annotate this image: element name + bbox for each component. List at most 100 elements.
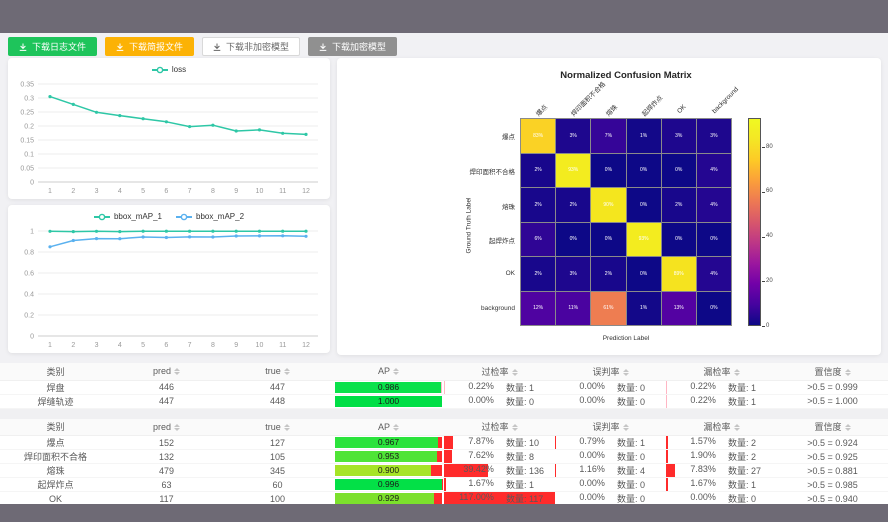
- cell-confidence: >0.5 = 0.999: [777, 380, 888, 395]
- column-header[interactable]: 过检率: [444, 418, 555, 436]
- matrix-cell: 0%: [591, 222, 626, 256]
- column-header[interactable]: 过检率: [444, 363, 555, 381]
- cell-ap: 0.900: [333, 463, 444, 478]
- svg-text:0.4: 0.4: [24, 292, 34, 299]
- table-row[interactable]: 焊缝轨迹 447 448 1.000 0.00% 数量: 0 0.00% 数量: 0 0.22%…: [0, 394, 888, 409]
- button-label: 下载非加密模型: [226, 42, 290, 52]
- matrix-cell: 1%: [626, 291, 661, 325]
- cell-pred: 152: [111, 435, 222, 450]
- svg-text:5: 5: [141, 342, 145, 349]
- download-toolbar: 下载日志文件 下载简报文件 下载非加密模型 下载加密模型: [8, 37, 398, 56]
- matrix-cell: 0%: [696, 291, 731, 325]
- column-header[interactable]: 漏检率: [666, 363, 777, 381]
- svg-text:2: 2: [71, 342, 75, 349]
- map-chart-legend: bbox_mAP_1 bbox_mAP_2: [8, 212, 330, 221]
- column-header[interactable]: pred: [111, 418, 222, 436]
- legend-item-bbox_mAP_2[interactable]: bbox_mAP_2: [176, 212, 244, 221]
- matrix-cell: 0%: [661, 153, 696, 187]
- svg-text:8: 8: [211, 342, 215, 349]
- cell-misjudge-rate: 1.16% 数量: 4: [555, 463, 666, 478]
- table-row[interactable]: 起焊炸点 63 60 0.996 1.67% 数量: 1 0.00% 数量: 0 1.67% 数量…: [0, 477, 888, 492]
- download-plain-model-button[interactable]: 下载非加密模型: [202, 37, 301, 56]
- legend-item-loss[interactable]: loss: [151, 65, 187, 74]
- svg-text:1: 1: [30, 229, 34, 236]
- loss-chart-card: loss 0 0.05 0.1 0.15 0.2 0.25 0.3 0.35 1 2 3 4 5 6 7 8 9…: [8, 58, 330, 199]
- matrix-cell: 3%: [661, 119, 696, 153]
- cm-row-label: background: [481, 304, 515, 312]
- svg-text:0.15: 0.15: [20, 138, 34, 145]
- matrix-cell: 89%: [661, 257, 696, 291]
- matrix-cell: 2%: [661, 188, 696, 222]
- cell-overdetect-rate: 0.22% 数量: 1: [444, 380, 555, 395]
- sort-icon: [174, 423, 180, 431]
- cm-column-label: OK: [676, 103, 688, 115]
- matrix-cell: 0%: [626, 188, 661, 222]
- svg-text:3: 3: [95, 342, 99, 349]
- legend-label: loss: [171, 65, 187, 74]
- legend-item-bbox_mAP_1[interactable]: bbox_mAP_1: [93, 212, 162, 221]
- cell-confidence: >0.5 = 0.881: [777, 463, 888, 478]
- table-row[interactable]: 焊印面积不合格 132 105 0.953 7.62% 数量: 8 0.00% 数量: 0 1.…: [0, 449, 888, 464]
- matrix-cell: 4%: [696, 188, 731, 222]
- matrix-cell: 3%: [556, 119, 591, 153]
- legend-line-icon: [176, 213, 192, 220]
- column-header[interactable]: 误判率: [555, 363, 666, 381]
- cell-misjudge-rate: 0.00% 数量: 0: [555, 394, 666, 409]
- cell-confidence: >0.5 = 0.985: [777, 477, 888, 492]
- matrix-cell: 4%: [696, 153, 731, 187]
- svg-text:9: 9: [234, 188, 238, 195]
- confusion-matrix-title: Normalized Confusion Matrix: [560, 70, 692, 81]
- cm-row-label: 爆点: [502, 134, 515, 142]
- download-report-button[interactable]: 下载简报文件: [105, 37, 195, 56]
- matrix-cell: 2%: [521, 153, 556, 187]
- column-header[interactable]: 误判率: [555, 418, 666, 436]
- svg-text:4: 4: [118, 342, 122, 349]
- table-row[interactable]: 爆点 152 127 0.967 7.87% 数量: 10 0.79% 数量: 1 1.57% 数…: [0, 435, 888, 450]
- cell-overdetect-rate: 7.87% 数量: 10: [444, 435, 555, 450]
- sort-icon: [733, 368, 740, 376]
- cm-column-label: 起焊炸点: [640, 94, 665, 118]
- colorbar-tick-label: 20: [766, 277, 773, 284]
- table-row[interactable]: 焊盘 446 447 0.986 0.22% 数量: 1 0.00% 数量: 0 0.22% 数量…: [0, 380, 888, 395]
- cell-overdetect-rate: 7.62% 数量: 8: [444, 449, 555, 464]
- svg-text:2: 2: [71, 188, 75, 195]
- cell-miss-rate: 0.22% 数量: 1: [666, 380, 777, 395]
- cell-true: 127: [222, 435, 333, 450]
- confusion-matrix-card: Normalized Confusion Matrix 83% 3% 7% 1% 3% 3…: [337, 58, 881, 355]
- download-encrypted-model-button[interactable]: 下载加密模型: [308, 37, 398, 56]
- column-header[interactable]: true: [222, 363, 333, 381]
- column-header[interactable]: AP: [333, 418, 444, 436]
- download-log-button[interactable]: 下载日志文件: [8, 37, 98, 56]
- cell-category: 焊盘: [0, 380, 111, 395]
- matrix-cell: 2%: [521, 188, 556, 222]
- loss-chart-legend: loss: [8, 65, 330, 74]
- cell-misjudge-rate: 0.00% 数量: 0: [555, 380, 666, 395]
- svg-text:0.05: 0.05: [20, 166, 34, 173]
- matrix-cell: 0%: [661, 222, 696, 256]
- cm-x-axis-label: Prediction Label: [602, 335, 650, 342]
- column-header[interactable]: 置信度: [777, 363, 888, 381]
- cell-category: 爆点: [0, 435, 111, 450]
- bottom-bar: [0, 504, 888, 522]
- sort-icon: [733, 424, 740, 432]
- cell-overdetect-rate: 117.00% 数量: 117: [444, 491, 555, 506]
- svg-text:10: 10: [256, 188, 264, 195]
- download-icon: [319, 43, 327, 51]
- summary-table-1: 类别 pred true AP 过检率 误判率 漏检率 置信度 焊盘 446 447 0.986 0.2…: [0, 363, 888, 409]
- cell-pred: 446: [111, 380, 222, 395]
- svg-text:11: 11: [279, 342, 286, 349]
- table-row[interactable]: 熔珠 479 345 0.900 39.42% 数量: 136 1.16% 数量: 4 7.83…: [0, 463, 888, 478]
- cell-confidence: >0.5 = 1.000: [777, 394, 888, 409]
- column-header[interactable]: 漏检率: [666, 418, 777, 436]
- column-header[interactable]: true: [222, 418, 333, 436]
- column-header[interactable]: AP: [333, 363, 444, 381]
- sort-icon: [393, 368, 399, 376]
- column-header[interactable]: pred: [111, 363, 222, 381]
- sort-icon: [511, 368, 518, 376]
- cell-pred: 479: [111, 463, 222, 478]
- svg-text:1: 1: [48, 188, 52, 195]
- column-header[interactable]: 置信度: [777, 418, 888, 436]
- table-header-row: 类别 pred true AP 过检率 误判率 漏检率 置信度: [0, 418, 888, 436]
- svg-text:4: 4: [118, 188, 122, 195]
- matrix-cell: 0%: [626, 153, 661, 187]
